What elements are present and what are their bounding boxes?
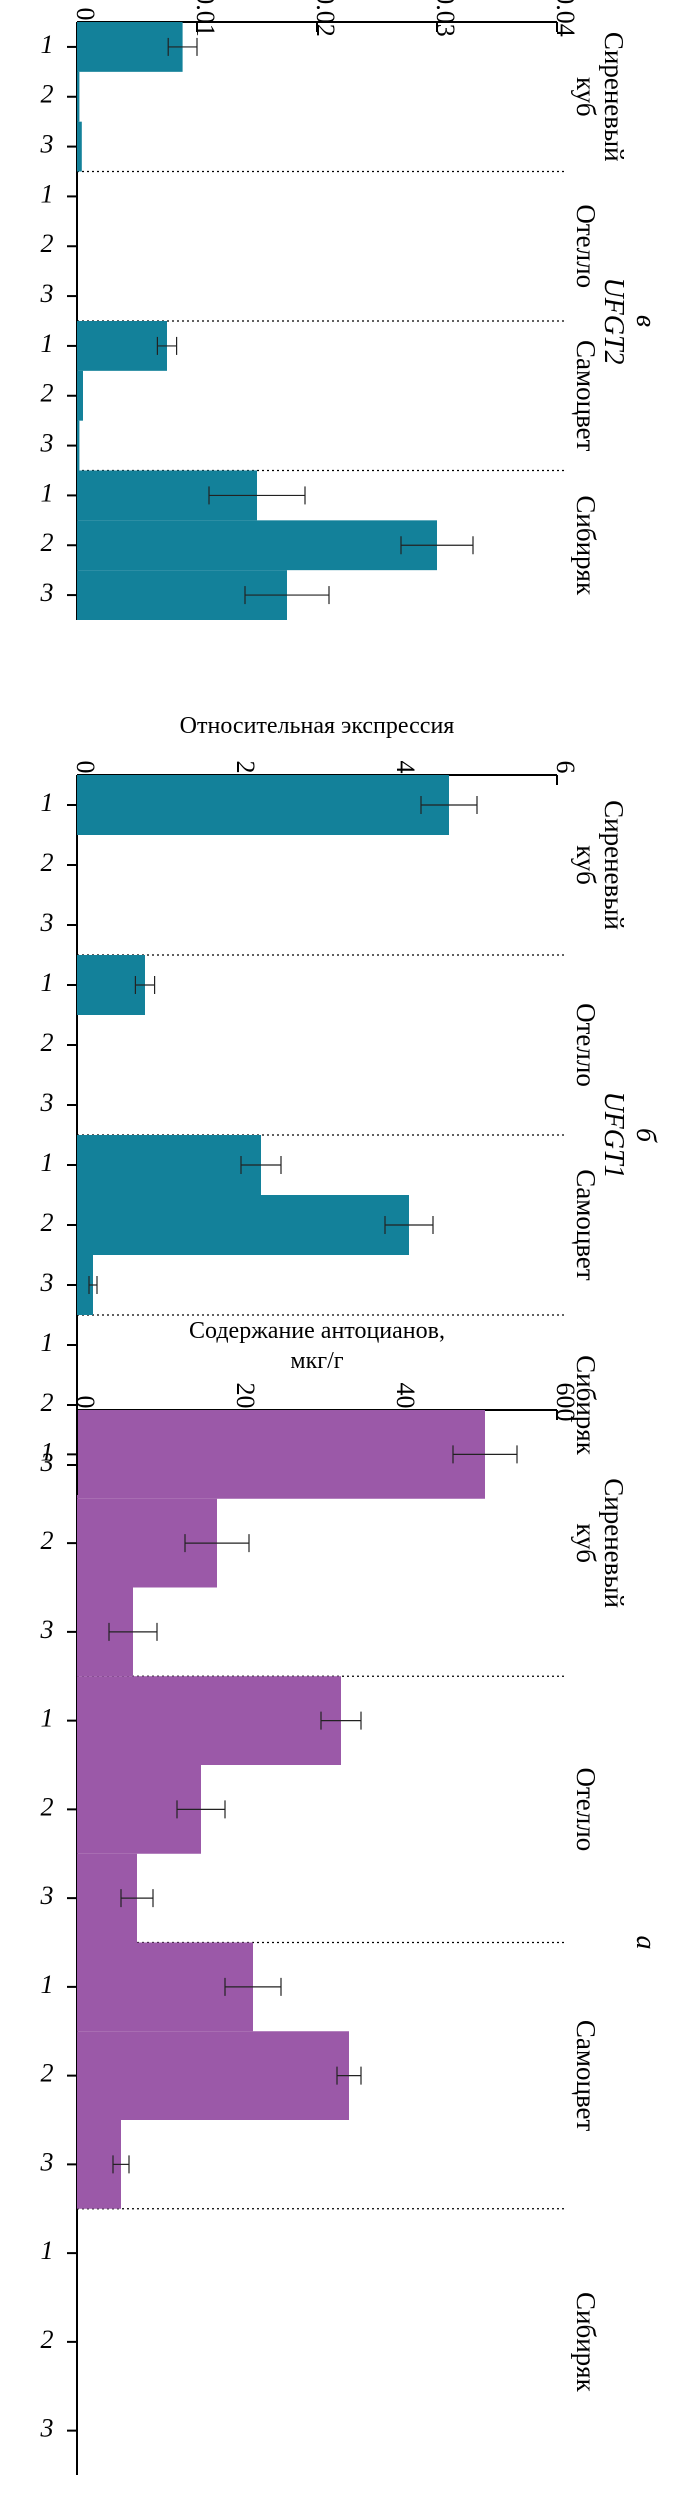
replicate-label: 2 xyxy=(41,379,54,408)
replicate-label: 2 xyxy=(41,1208,54,1237)
data-bar xyxy=(77,1410,485,1499)
value-tick-label: 0 xyxy=(71,761,100,774)
replicate-label: 3 xyxy=(40,279,54,308)
data-bar xyxy=(77,1255,93,1315)
data-bar xyxy=(77,1587,133,1677)
replicate-label: 1 xyxy=(41,788,54,817)
data-bar xyxy=(76,121,82,172)
category-label: куб xyxy=(571,1523,601,1563)
replicate-label: 3 xyxy=(40,1448,54,1477)
value-tick-label: 0 xyxy=(71,1396,100,1409)
data-bar xyxy=(77,570,287,621)
value-tick-label: 0 xyxy=(71,8,100,21)
data-bar xyxy=(77,1853,137,1943)
replicate-label: 3 xyxy=(40,1088,54,1117)
value-tick-label: 0.04 xyxy=(551,0,580,37)
data-bar xyxy=(77,520,437,571)
replicate-label: 1 xyxy=(41,1704,54,1733)
replicate-label: 2 xyxy=(41,1792,54,1821)
replicate-label: 1 xyxy=(41,1437,54,1466)
value-tick-label: 0.03 xyxy=(431,0,460,37)
replicate-label: 1 xyxy=(41,1328,54,1357)
category-label: Сиреневый xyxy=(599,1478,629,1608)
data-bar xyxy=(77,420,80,471)
replicate-label: 2 xyxy=(41,528,54,557)
data-bar xyxy=(77,1498,217,1588)
replicate-label: 2 xyxy=(41,848,54,877)
category-label: Самоцвет xyxy=(571,340,601,452)
replicate-label: 2 xyxy=(41,80,54,109)
data-bar xyxy=(77,1942,253,2032)
value-tick-label: 0.01 xyxy=(191,0,220,37)
data-bar xyxy=(77,370,83,421)
data-bar xyxy=(77,1676,341,1765)
data-bar xyxy=(77,321,167,371)
replicate-label: 3 xyxy=(40,1881,54,1910)
replicate-label: 1 xyxy=(41,478,54,507)
category-label: Самоцвет xyxy=(571,2020,601,2132)
panel-title: UFGT1 xyxy=(598,1091,629,1178)
data-bar xyxy=(77,775,449,835)
category-label: Отелло xyxy=(571,1768,601,1852)
value-tick-label: 4 xyxy=(391,761,420,774)
category-label: Сибиряк xyxy=(571,1355,601,1456)
replicate-label: 2 xyxy=(41,2325,54,2354)
data-bar xyxy=(77,2120,121,2209)
value-tick-label: 2 xyxy=(231,761,260,774)
replicate-label: 1 xyxy=(41,179,54,208)
replicate-label: 1 xyxy=(41,1148,54,1177)
replicate-label: 3 xyxy=(40,1268,54,1297)
category-label: Сиреневый xyxy=(599,32,629,162)
replicate-label: 1 xyxy=(41,968,54,997)
replicate-label: 3 xyxy=(40,130,54,159)
value-axis-label: Содержание антоцианов, xyxy=(189,1318,445,1344)
category-label: Сиреневый xyxy=(599,800,629,930)
data-bar xyxy=(77,1765,201,1854)
data-bar xyxy=(77,470,257,521)
panel-letter: б xyxy=(630,1128,661,1143)
category-label: куб xyxy=(571,77,601,117)
value-tick-label: 6 xyxy=(551,761,580,774)
category-label: Самоцвет xyxy=(571,1169,601,1281)
replicate-label: 1 xyxy=(41,30,54,59)
category-label: куб xyxy=(571,845,601,885)
panel-letter: в xyxy=(630,315,661,327)
replicate-label: 2 xyxy=(41,1526,54,1555)
replicate-label: 2 xyxy=(41,2059,54,2088)
value-tick-label: 0.02 xyxy=(311,0,340,37)
data-bar xyxy=(77,1195,409,1255)
panel-letter: а xyxy=(630,1936,661,1950)
replicate-label: 3 xyxy=(40,429,54,458)
category-label: Сибиряк xyxy=(571,495,601,596)
panel-title: UFGT2 xyxy=(598,277,629,364)
replicate-label: 3 xyxy=(40,2147,54,2176)
data-bar xyxy=(77,22,183,72)
data-bar xyxy=(77,2031,349,2120)
category-label: Сибиряк xyxy=(571,2292,601,2393)
value-axis-label: Относительная экспрессия xyxy=(180,713,455,739)
data-bar xyxy=(77,955,145,1015)
replicate-label: 2 xyxy=(41,1028,54,1057)
data-bar xyxy=(77,1135,261,1195)
replicate-label: 2 xyxy=(41,229,54,258)
data-bar xyxy=(77,71,80,122)
replicate-label: 3 xyxy=(40,1615,54,1644)
category-label: Отелло xyxy=(571,1003,601,1087)
replicate-label: 3 xyxy=(40,578,54,607)
value-axis-label: мкг/г xyxy=(290,1348,343,1374)
replicate-label: 1 xyxy=(41,1970,54,1999)
replicate-label: 1 xyxy=(41,329,54,358)
replicate-label: 3 xyxy=(40,908,54,937)
replicate-label: 2 xyxy=(41,1388,54,1417)
value-tick-label: 600 xyxy=(551,1383,580,1422)
replicate-label: 3 xyxy=(40,2414,54,2443)
panel-c-ufgt2-chart: 00.010.020.030.04Относительная экспресси… xyxy=(40,0,661,621)
category-label: Отелло xyxy=(571,204,601,288)
replicate-label: 1 xyxy=(41,2236,54,2265)
